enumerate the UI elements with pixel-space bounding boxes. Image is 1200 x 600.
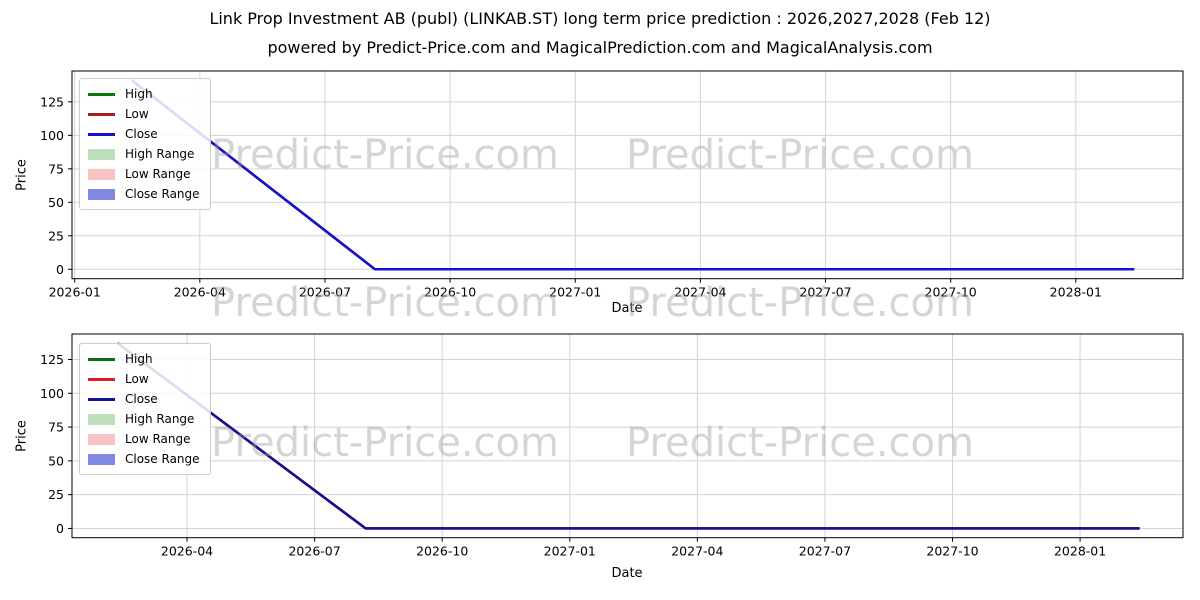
legend-line-swatch: [88, 112, 115, 116]
bottom-low-line: [116, 342, 1140, 530]
bottom-y-tick-label: 25: [48, 487, 64, 502]
legend-item-close-range: Close Range: [88, 184, 200, 204]
legend-item-label: High: [125, 87, 153, 101]
legend-item-label: High: [125, 352, 153, 366]
top-close-line: [131, 79, 1135, 271]
top-low-line: [131, 79, 1135, 271]
page-title: Link Prop Investment AB (publ) (LINKAB.S…: [209, 9, 991, 28]
legend-patch-swatch: [88, 188, 115, 200]
bottom-y-tick-label: 125: [40, 352, 64, 367]
legend-item-close-range: Close Range: [88, 449, 200, 469]
bottom-x-tick-label: 2026-10: [416, 544, 468, 559]
legend-patch-swatch: [88, 453, 115, 465]
top-y-tick-label: 25: [48, 228, 64, 243]
legend-patch-swatch: [88, 433, 115, 445]
legend-item-high-range: High Range: [88, 409, 200, 429]
legend-item-close: Close: [88, 124, 200, 144]
top-y-tick-label: 100: [40, 128, 64, 143]
bottom-x-tick-label: 2028-01: [1054, 544, 1106, 559]
top-x-tick-label: 2027-07: [799, 285, 851, 300]
bottom-x-tick-label: 2026-04: [161, 544, 213, 559]
bottom-x-tick-label: 2027-07: [799, 544, 851, 559]
bottom-x-tick-label: 2027-04: [671, 544, 723, 559]
legend-item-label: Close: [125, 127, 158, 141]
legend-line-swatch: [88, 377, 115, 381]
bottom-x-tick-label: 2027-10: [926, 544, 978, 559]
bottom-axes-frame: [71, 333, 1184, 539]
legend-item-close: Close: [88, 389, 200, 409]
bottom-close-line: [116, 342, 1140, 530]
legend-line-swatch: [88, 397, 115, 401]
legend-bottom: High Low Close High Range Low Range Close Ran…: [79, 343, 211, 475]
legend-item-label: Close Range: [125, 452, 200, 466]
legend-item-label: Close: [125, 392, 158, 406]
legend-item-label: Close Range: [125, 187, 200, 201]
x-axis-label-top: Date: [611, 301, 643, 316]
bottom-y-tick-label: 50: [48, 453, 64, 468]
page-subtitle: powered by Predict-Price.com and Magical…: [267, 38, 933, 57]
bottom-y-tick-label: 75: [48, 420, 64, 435]
legend-item-label: Low: [125, 107, 149, 121]
legend-top: High Low Close High Range Low Range Close Ran…: [79, 78, 211, 210]
legend-line-swatch: [88, 92, 115, 96]
top-x-tick-label: 2028-01: [1050, 285, 1102, 300]
legend-patch-swatch: [88, 413, 115, 425]
top-y-tick-label: 125: [40, 94, 64, 109]
legend-item-low: Low: [88, 104, 200, 124]
legend-line-swatch: [88, 132, 115, 136]
legend-item-low-range: Low Range: [88, 429, 200, 449]
legend-item-high-range: High Range: [88, 144, 200, 164]
top-x-tick-label: 2027-10: [925, 285, 977, 300]
top-x-tick-label: 2026-07: [299, 285, 351, 300]
legend-line-swatch: [88, 357, 115, 361]
legend-item-low-range: Low Range: [88, 164, 200, 184]
legend-patch-swatch: [88, 148, 115, 160]
legend-item-high: High: [88, 84, 200, 104]
top-y-tick-label: 50: [48, 195, 64, 210]
top-x-tick-label: 2027-04: [674, 285, 726, 300]
top-x-tick-label: 2026-10: [424, 285, 476, 300]
legend-item-label: Low: [125, 372, 149, 386]
legend-item-high: High: [88, 349, 200, 369]
legend-item-label: Low Range: [125, 167, 191, 181]
bottom-high-line: [116, 342, 1140, 530]
top-x-tick-label: 2026-01: [49, 285, 101, 300]
legend-item-label: High Range: [125, 412, 195, 426]
top-axes-frame: [71, 70, 1184, 280]
legend-item-label: Low Range: [125, 432, 191, 446]
legend-item-label: High Range: [125, 147, 195, 161]
top-y-tick-label: 75: [48, 161, 64, 176]
bottom-x-tick-label: 2027-01: [544, 544, 596, 559]
bottom-y-tick-label: 100: [40, 386, 64, 401]
top-x-tick-label: 2027-01: [549, 285, 601, 300]
top-high-line: [131, 79, 1135, 271]
top-x-tick-label: 2026-04: [174, 285, 226, 300]
legend-item-low: Low: [88, 369, 200, 389]
legend-patch-swatch: [88, 168, 115, 180]
x-axis-label-bottom: Date: [611, 566, 643, 581]
bottom-y-tick-label: 0: [56, 521, 64, 536]
bottom-x-tick-label: 2026-07: [288, 544, 340, 559]
top-y-tick-label: 0: [56, 262, 64, 277]
